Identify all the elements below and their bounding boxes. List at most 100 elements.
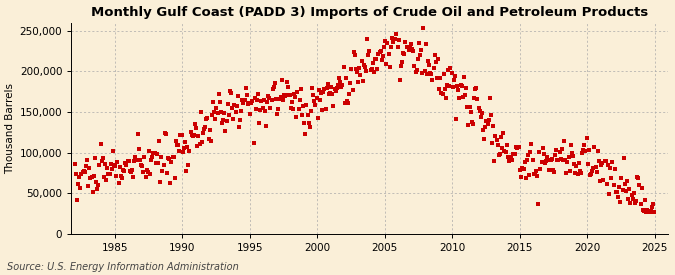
Point (180, 139, 190, 144)
Point (615, 200, 626, 204)
Point (265, 106, 276, 111)
Point (408, 49, 418, 54)
Point (225, 90, 236, 95)
Point (220, 129, 231, 134)
Point (249, 96, 260, 100)
Point (547, 168, 558, 172)
Point (519, 160, 530, 164)
Point (639, 209, 649, 213)
Y-axis label: Thousand Barrels: Thousand Barrels (5, 83, 16, 174)
Point (343, 100, 354, 105)
Point (525, 150, 536, 155)
Point (389, 16, 400, 20)
Point (384, 65, 395, 69)
Point (92, 187, 103, 191)
Point (563, 155, 574, 160)
Point (630, 199, 641, 203)
Point (229, 103, 240, 108)
Point (610, 190, 621, 194)
Point (360, 69, 371, 73)
Point (70, 172, 81, 176)
Point (542, 155, 553, 159)
Point (377, 54, 388, 59)
Point (566, 150, 577, 155)
Point (76, 172, 87, 177)
Point (497, 145, 508, 150)
Point (292, 90, 303, 94)
Point (124, 169, 135, 174)
Point (556, 157, 566, 161)
Point (394, 77, 405, 82)
Point (70, 162, 80, 167)
Point (254, 120, 265, 125)
Point (626, 192, 637, 197)
Point (411, 67, 422, 72)
Point (479, 136, 489, 141)
Point (252, 97, 263, 102)
Point (392, 44, 403, 49)
Point (235, 117, 246, 122)
Point (164, 156, 175, 161)
Point (627, 197, 638, 202)
Point (112, 160, 123, 164)
Point (529, 172, 539, 176)
Point (603, 163, 614, 167)
Point (498, 131, 509, 135)
Point (560, 158, 570, 162)
Point (517, 166, 528, 170)
Point (572, 172, 583, 176)
Point (212, 111, 223, 115)
Point (549, 170, 560, 175)
Point (153, 161, 163, 165)
Point (213, 92, 224, 96)
Point (90, 156, 101, 161)
Point (309, 99, 320, 104)
Point (335, 80, 346, 84)
Point (211, 106, 222, 110)
Point (439, 87, 450, 91)
Point (100, 161, 111, 166)
Point (221, 119, 232, 123)
Point (641, 210, 651, 214)
Point (117, 176, 128, 180)
Point (313, 87, 324, 92)
Point (625, 201, 636, 205)
Point (354, 65, 364, 70)
Point (385, 45, 396, 49)
Point (551, 147, 562, 152)
Point (568, 153, 578, 158)
Point (303, 120, 314, 125)
Point (514, 144, 524, 149)
Point (234, 125, 244, 129)
Point (545, 158, 556, 163)
Point (398, 51, 408, 55)
Point (453, 88, 464, 92)
Point (117, 168, 128, 172)
Point (242, 101, 253, 106)
Point (512, 145, 523, 149)
Point (448, 78, 459, 82)
Point (402, 45, 413, 49)
Point (205, 138, 216, 143)
Point (110, 163, 121, 168)
Point (200, 125, 211, 129)
Point (222, 101, 233, 106)
Point (269, 85, 279, 89)
Point (645, 209, 656, 213)
Point (310, 103, 321, 107)
Point (634, 182, 645, 187)
Point (300, 132, 310, 137)
Point (207, 113, 217, 117)
Point (86, 174, 97, 179)
Point (127, 167, 138, 172)
Point (246, 101, 256, 106)
Point (357, 79, 368, 83)
Point (282, 79, 293, 84)
Point (589, 144, 600, 149)
Point (600, 159, 611, 164)
Point (505, 156, 516, 160)
Point (423, 59, 433, 64)
Point (581, 136, 592, 140)
Point (205, 128, 215, 133)
Point (242, 93, 252, 98)
